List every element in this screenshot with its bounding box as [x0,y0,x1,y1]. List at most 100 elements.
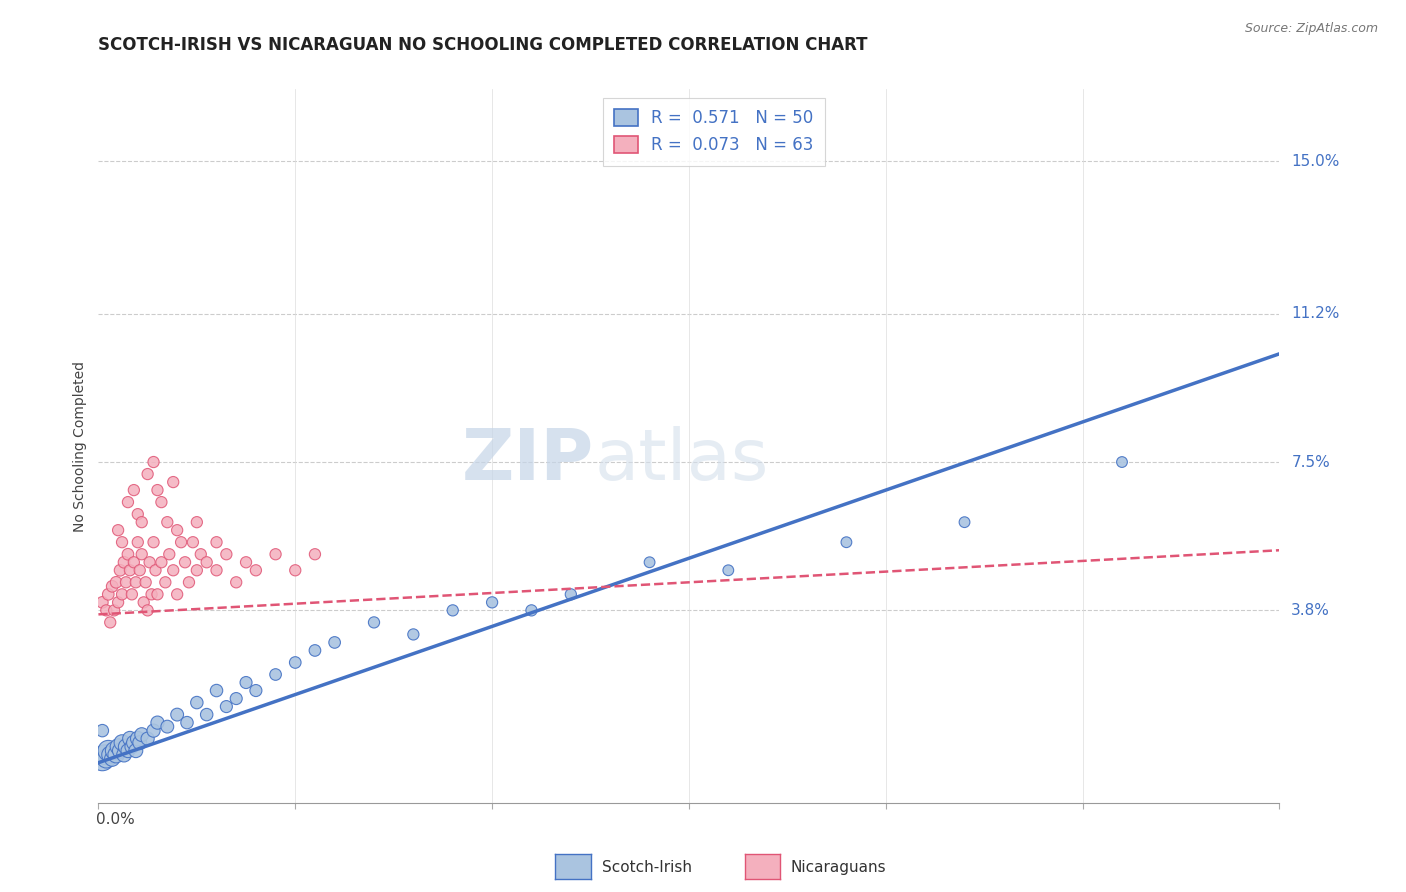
Point [122,736,145,750]
Point [195,555,218,569]
Point [215,547,238,561]
Point [121,587,143,601]
Point [118,731,141,746]
Point [135,575,157,590]
Point [835,535,858,549]
Point [141,587,163,601]
Point [235,555,257,569]
Point [638,555,661,569]
Point [91,595,114,609]
Point [131,515,153,529]
Point [166,587,188,601]
Point [131,728,153,742]
Point [215,699,238,714]
Text: Nicaraguans: Nicaraguans [790,860,886,874]
Point [136,603,159,617]
Point [170,535,193,549]
Point [520,603,543,617]
Text: 0.0%: 0.0% [97,812,135,827]
Point [177,575,200,590]
Point [284,563,307,577]
Point [205,535,228,549]
Point [125,744,148,758]
Point [132,595,155,609]
Point [112,555,135,569]
Point [156,720,179,734]
Point [101,579,124,593]
Point [264,547,287,561]
Y-axis label: No Schooling Completed: No Schooling Completed [73,360,87,532]
Point [264,667,287,681]
Point [117,495,139,509]
Point [323,635,346,649]
Text: 15.0%: 15.0% [1291,153,1340,169]
Point [111,736,134,750]
Point [121,739,143,754]
Point [108,744,131,758]
Point [186,515,208,529]
Point [96,603,118,617]
Point [560,587,582,601]
Point [103,744,125,758]
Point [142,723,165,738]
Point [103,603,125,617]
Point [186,563,208,577]
Point [481,595,503,609]
Point [138,555,160,569]
Point [91,723,114,738]
Point [174,555,197,569]
Point [166,523,188,537]
Point [115,575,138,590]
Point [245,563,267,577]
Point [441,603,464,617]
Point [235,675,257,690]
Point [953,515,976,529]
Point [181,535,204,549]
Point [150,555,173,569]
Point [157,547,180,561]
Point [176,715,198,730]
Point [162,475,184,489]
Text: Scotch-Irish: Scotch-Irish [602,860,692,874]
Point [118,563,141,577]
Text: 7.5%: 7.5% [1291,455,1330,469]
Point [127,507,149,521]
Point [125,575,148,590]
Point [122,483,145,497]
Point [146,587,169,601]
Point [128,736,150,750]
Point [205,563,228,577]
Text: atlas: atlas [595,425,769,495]
Point [155,575,177,590]
Point [98,747,121,762]
Point [156,515,179,529]
Text: 11.2%: 11.2% [1291,306,1340,321]
Text: 3.8%: 3.8% [1291,603,1330,618]
Point [304,547,326,561]
Point [225,575,247,590]
Point [717,563,740,577]
Point [107,739,129,754]
Point [150,495,173,509]
Point [98,615,121,630]
Point [131,547,153,561]
Point [107,595,129,609]
Point [146,715,169,730]
Point [363,615,385,630]
Point [190,547,212,561]
Text: SCOTCH-IRISH VS NICARAGUAN NO SCHOOLING COMPLETED CORRELATION CHART: SCOTCH-IRISH VS NICARAGUAN NO SCHOOLING … [98,36,868,54]
Point [136,467,159,481]
Point [108,563,131,577]
Point [162,563,184,577]
Point [166,707,188,722]
Point [127,535,149,549]
Point [105,575,128,590]
Point [284,656,307,670]
Point [402,627,425,641]
Point [107,523,129,537]
Point [96,752,118,766]
Point [225,691,247,706]
Point [93,747,115,762]
Point [142,455,165,469]
Point [195,707,218,722]
